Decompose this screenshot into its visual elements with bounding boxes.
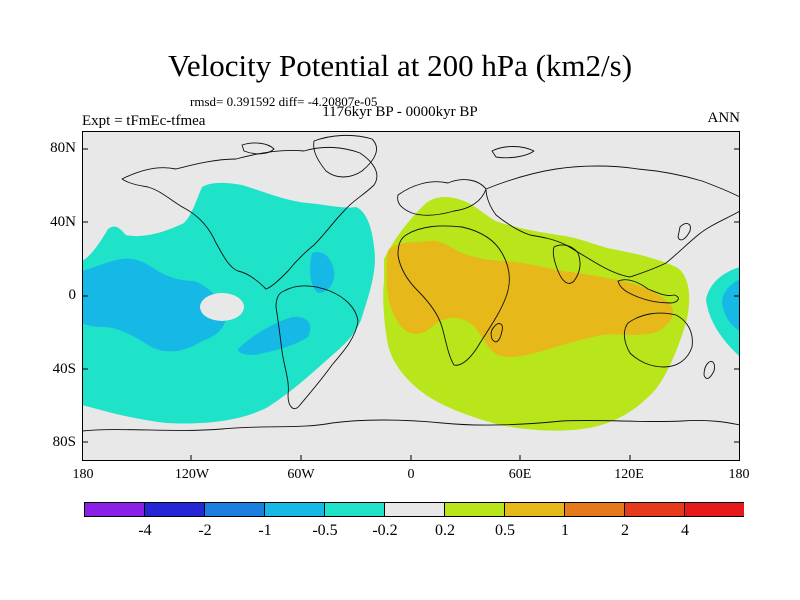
- lon-tick-120e: 120E: [614, 467, 644, 482]
- coastline-japan: [677, 223, 691, 241]
- lat-tick-40n: 40N: [50, 214, 76, 230]
- coastline-arctic-islands: [241, 142, 275, 155]
- coastline-antarctica: [82, 419, 740, 432]
- coastline-north-america: [121, 146, 378, 290]
- tick-marks: [82, 148, 740, 461]
- coastline-south-america: [275, 285, 359, 409]
- lon-tick-60w: 60W: [287, 467, 315, 482]
- plot-title: Velocity Potential at 200 hPa (km2/s): [167, 48, 633, 83]
- negative-region-mid: [238, 316, 311, 355]
- lon-tick-180e: 180: [728, 467, 750, 482]
- colorbar-box: [264, 502, 325, 517]
- colorbar-box: [564, 502, 625, 517]
- colorbar-box: [684, 502, 744, 517]
- lat-tick-80s: 80S: [52, 434, 76, 450]
- colorbar-box: [204, 502, 265, 517]
- experiment-label: Expt = tFmEc-tfmea: [82, 113, 206, 129]
- coastline-greenland: [313, 134, 377, 178]
- coastline-india: [552, 244, 581, 284]
- colorbar-label: 1: [561, 522, 569, 539]
- neutral-hole: [200, 293, 244, 321]
- colorbar-box: [84, 502, 145, 517]
- colorbar-box: [624, 502, 685, 517]
- period-label: 1176kyr BP - 0000kyr BP: [322, 104, 478, 120]
- stats-text: rmsd= 0.391592 diff= -4.20807e-05: [190, 94, 378, 109]
- colorbar-box: [504, 502, 565, 517]
- lat-tick-0: 0: [68, 287, 77, 303]
- negative-region-mid: [722, 279, 740, 331]
- positive-region-mid: [386, 240, 674, 358]
- colorbar-label: 2: [621, 522, 629, 539]
- lon-tick-180w: 180: [72, 467, 94, 482]
- coastline-africa: [397, 225, 510, 366]
- colorbar-box: [384, 502, 445, 517]
- coastline-arctic-islands: [491, 146, 535, 159]
- colorbar-box: [444, 502, 505, 517]
- coastlines: [82, 134, 740, 432]
- colorbar-label: 0.5: [495, 522, 515, 539]
- colorbar-label: -4: [138, 522, 152, 539]
- coastline-europe: [397, 179, 487, 216]
- lon-tick-120w: 120W: [174, 467, 210, 482]
- coastline-asia: [485, 165, 740, 278]
- coastline-indonesia: [617, 279, 679, 304]
- lon-tick-0: 0: [407, 467, 415, 482]
- colorbar-label: -0.2: [372, 522, 398, 539]
- lat-tick-40s: 40S: [52, 361, 76, 377]
- colorbar-box: [324, 502, 385, 517]
- season-label: ANN: [707, 110, 741, 126]
- coastline-madagascar: [490, 323, 503, 343]
- colorbar-label: 0.2: [435, 522, 455, 539]
- colorbar-label: 4: [681, 522, 689, 539]
- negative-region-mid: [82, 258, 226, 352]
- colorbar-label: -0.5: [312, 522, 338, 539]
- colorbar-label: -2: [198, 522, 212, 539]
- negative-region-mid: [310, 251, 335, 293]
- lon-tick-60e: 60E: [508, 467, 532, 482]
- colorbar-box: [144, 502, 205, 517]
- colorbar-label: -1: [258, 522, 272, 539]
- coastline-australia: [623, 312, 693, 368]
- colorbar: [84, 502, 744, 517]
- velocity-potential-map: [82, 131, 740, 461]
- lat-tick-80n: 80N: [50, 140, 76, 156]
- coastline-new-zealand: [703, 360, 715, 379]
